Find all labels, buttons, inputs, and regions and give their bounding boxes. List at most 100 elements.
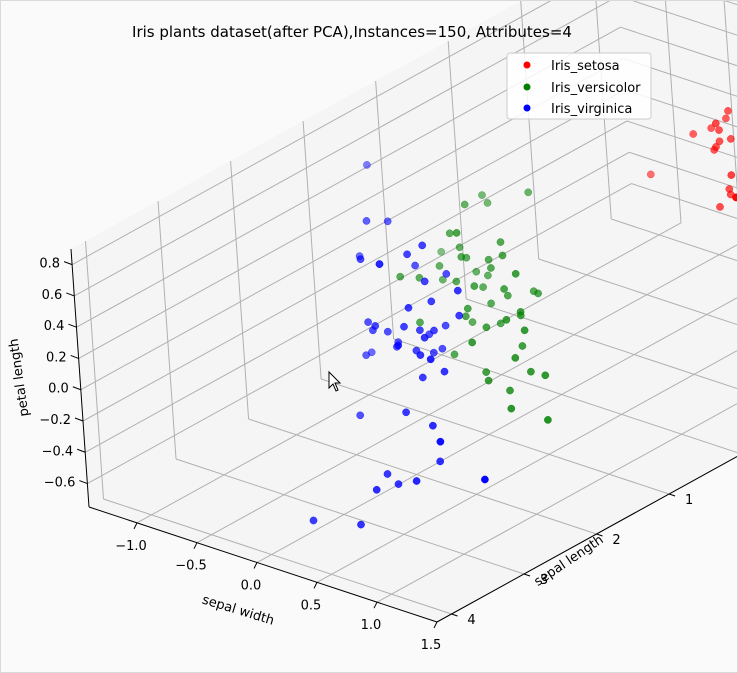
- grid-z-wall-x-0: [631, 183, 737, 219]
- point-iris-virginica-49: [411, 261, 419, 270]
- point-iris-versicolor-15: [541, 371, 550, 380]
- z-tick-label-3: 0.0: [48, 382, 69, 397]
- point-iris-versicolor-3: [438, 275, 447, 284]
- point-iris-versicolor-36: [511, 354, 520, 362]
- grid-y-floor-3: [316, 350, 737, 583]
- z-axis-label: petal length: [7, 338, 33, 418]
- point-iris-virginica-31: [481, 475, 489, 484]
- point-iris-versicolor-6: [502, 315, 511, 324]
- z-tick-label-7: 0.8: [39, 257, 60, 272]
- point-iris-setosa-30: [712, 143, 720, 151]
- point-iris-virginica-38: [442, 270, 451, 278]
- y-tick-mark-4: [373, 601, 378, 609]
- axis-lines: [70, 248, 737, 623]
- point-iris-versicolor-19: [479, 283, 487, 291]
- point-iris-setosa-45: [715, 137, 724, 146]
- point-iris-virginica-30: [394, 480, 403, 488]
- legend-label-virginica: Iris_virginica: [551, 102, 632, 117]
- point-iris-versicolor-35: [511, 269, 520, 278]
- grid-z-wall-x-5: [620, 26, 737, 67]
- point-iris-versicolor-31: [484, 271, 492, 280]
- grid-y-floor-0: [136, 222, 682, 524]
- point-iris-versicolor-41: [482, 323, 491, 332]
- point-iris-virginica-15: [420, 277, 429, 286]
- point-iris-virginica-5: [372, 485, 381, 494]
- grid-z-wall-x-2: [626, 120, 737, 158]
- y-tick-mark-1: [193, 542, 198, 549]
- y-tick-label-5: 1.5: [421, 638, 442, 653]
- z-tick-mark-3: [72, 386, 81, 391]
- point-iris-versicolor-26: [484, 376, 493, 385]
- grid-z-wall-x-3: [624, 89, 737, 128]
- point-iris-setosa-41: [646, 170, 655, 179]
- point-iris-virginica-46: [394, 338, 403, 346]
- grid-z-wall-x-1: [629, 151, 737, 189]
- z-tick-mark-7: [63, 261, 73, 266]
- grid-y-floor-2: [256, 297, 737, 563]
- grid-x-floor-0: [611, 218, 737, 262]
- grid-x-wall-4: [302, 120, 322, 380]
- point-iris-versicolor-20: [452, 229, 461, 237]
- point-iris-virginica-29: [436, 457, 445, 466]
- grid-x-floor-5: [248, 418, 597, 535]
- point-iris-versicolor-2: [507, 404, 516, 413]
- x-tick-label-6: 3: [540, 573, 548, 588]
- point-iris-virginica-20: [416, 351, 425, 359]
- point-iris-virginica-37: [416, 326, 424, 335]
- point-iris-virginica-44: [404, 303, 413, 312]
- point-iris-versicolor-13: [463, 304, 472, 313]
- point-iris-versicolor-40: [435, 262, 444, 270]
- grid-z-wall-y-6: [74, 1, 611, 297]
- y-tick-mark-3: [313, 582, 318, 589]
- y-tick-label-4: 1.0: [361, 618, 382, 633]
- x-tick-mark-6: [523, 573, 531, 577]
- z-tick-label-1: −0.4: [42, 444, 74, 459]
- point-iris-versicolor-39: [455, 243, 464, 252]
- legend-label-setosa: Iris_setosa: [551, 59, 620, 74]
- grid-z-wall-x-6: [632, 1, 737, 36]
- grid-y-floor-1: [196, 244, 737, 544]
- point-iris-versicolor-10: [437, 247, 446, 256]
- grid-x-floor-4: [320, 378, 670, 495]
- point-iris-versicolor-29: [529, 287, 538, 296]
- legend-marker-versicolor: [523, 83, 531, 91]
- point-iris-setosa-24: [711, 119, 720, 128]
- grid-y-wall-1: [723, 1, 737, 193]
- point-iris-versicolor-46: [487, 264, 495, 272]
- tick-marks: −3−2−101234−1.0−0.50.00.51.01.5−0.6−0.4−…: [39, 257, 693, 653]
- point-iris-virginica-48: [418, 241, 427, 250]
- grid-x-floor-2: [466, 298, 737, 390]
- back-pane-y: [71, 1, 633, 507]
- z-axis-line: [70, 248, 90, 508]
- point-iris-virginica-22: [357, 520, 365, 529]
- grid-z-wall-y-0: [87, 183, 632, 484]
- point-iris-virginica-3: [383, 327, 392, 336]
- grid-x-floor-1: [538, 258, 737, 326]
- point-iris-virginica-8: [356, 411, 365, 420]
- z-tick-label-6: 0.6: [42, 288, 63, 303]
- x-axis-line: [436, 455, 737, 623]
- grid-x-wall-7: [85, 240, 105, 500]
- legend: Iris_setosa Iris_versicolor Iris_virgini…: [506, 52, 652, 120]
- point-iris-virginica-26: [438, 344, 447, 353]
- point-iris-virginica-45: [427, 297, 436, 306]
- point-iris-virginica-13: [355, 252, 364, 260]
- point-iris-versicolor-23: [461, 312, 470, 321]
- point-iris-virginica-42: [375, 260, 384, 268]
- scatter-points: [309, 107, 737, 529]
- point-iris-setosa-47: [726, 135, 735, 143]
- z-tick-mark-1: [77, 448, 86, 453]
- legend-marker-setosa: [523, 61, 531, 69]
- y-tick-mark-2: [253, 562, 258, 569]
- point-iris-versicolor-42: [487, 299, 495, 308]
- point-iris-versicolor-45: [498, 251, 507, 260]
- point-iris-virginica-47: [430, 326, 438, 335]
- point-iris-virginica-36: [403, 250, 411, 259]
- point-iris-virginica-9: [426, 355, 435, 364]
- point-iris-virginica-34: [362, 351, 371, 360]
- x-tick-label-5: 2: [612, 533, 620, 548]
- point-iris-versicolor-34: [445, 229, 454, 238]
- point-iris-versicolor-30: [472, 267, 481, 276]
- z-tick-label-5: 0.4: [44, 319, 65, 334]
